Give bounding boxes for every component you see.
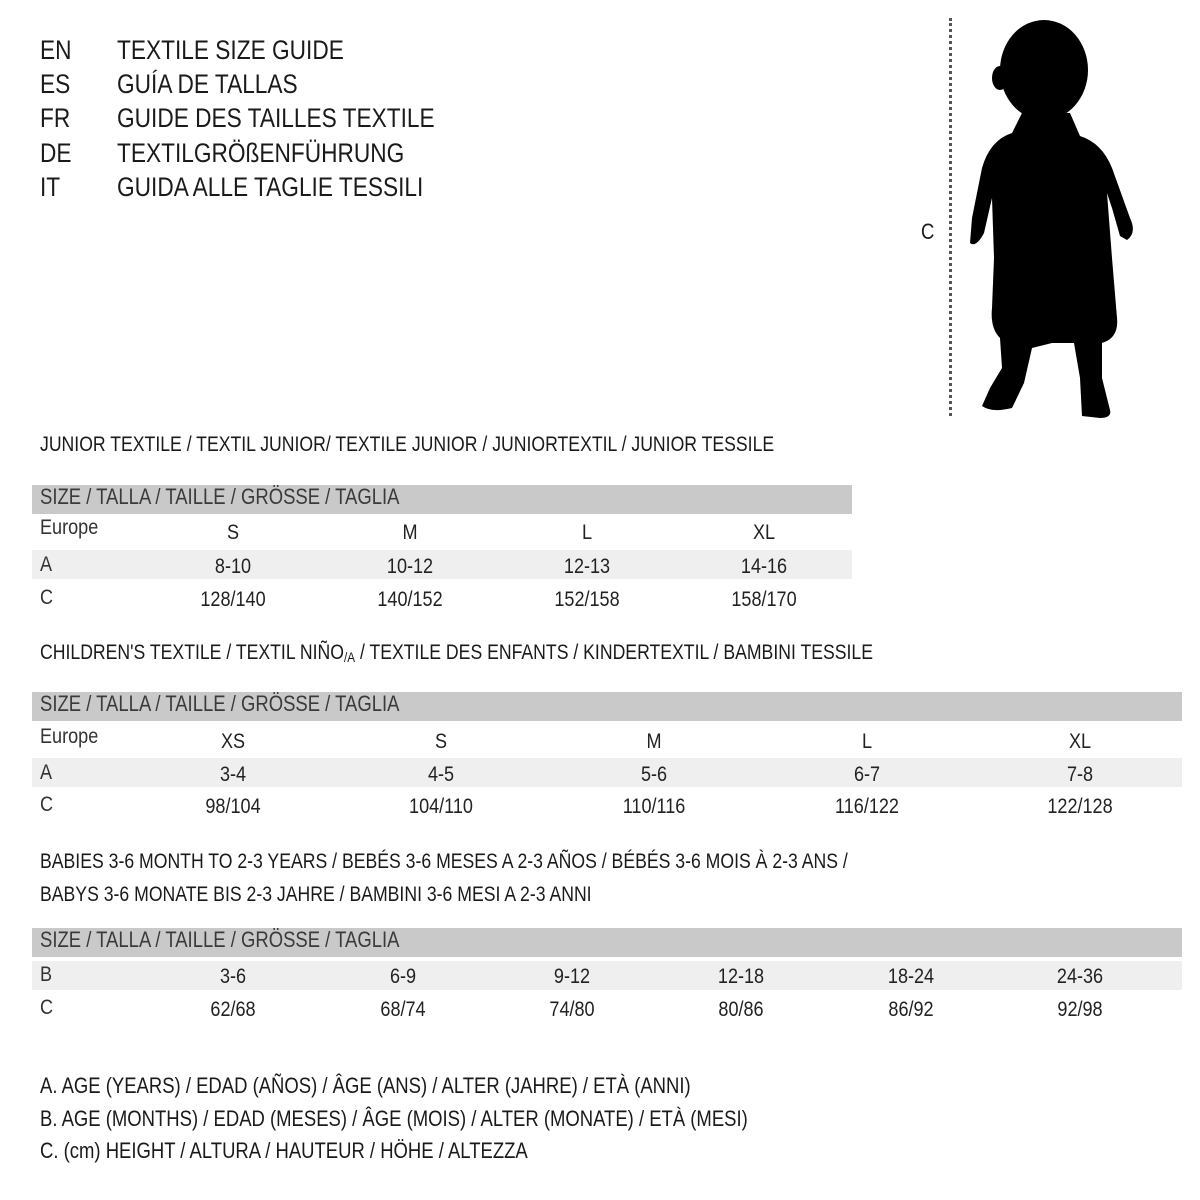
table-cell: S [226, 521, 240, 544]
table-cell: 152/158 [554, 588, 620, 611]
legend-b: B. AGE (MONTHS) / EDAD (MESES) / ÂGE (MO… [40, 1106, 748, 1131]
children-alt-row-band [32, 758, 1182, 787]
table-cell: XS [220, 730, 246, 753]
table-cell: 98/104 [205, 795, 261, 818]
table-cell: 92/98 [1057, 998, 1103, 1021]
row-label: Europe [40, 725, 99, 748]
table-cell: M [646, 730, 662, 753]
table-cell: 62/68 [210, 998, 256, 1021]
lang-title-de: TEXTILGRÖßENFÜHRUNG [117, 138, 405, 168]
row-label: C [40, 586, 54, 609]
row-label: C [40, 996, 54, 1019]
lang-title-en: TEXTILE SIZE GUIDE [117, 35, 344, 65]
table-cell: 122/128 [1047, 795, 1113, 818]
lang-title-fr: GUIDE DES TAILLES TEXTILE [117, 103, 435, 133]
table-cell: 128/140 [200, 588, 266, 611]
children-section-title: CHILDREN'S TEXTILE / TEXTIL NIÑO/A / TEX… [40, 640, 873, 670]
table-cell: 68/74 [380, 998, 426, 1021]
height-measure-label: C [921, 219, 935, 244]
lang-code-it: IT [40, 172, 61, 202]
babies-title-line2: BABYS 3-6 MONATE BIS 2-3 JAHRE / BAMBINI… [40, 883, 592, 906]
babies-title-line1: BABIES 3-6 MONTH TO 2-3 YEARS / BEBÉS 3-… [40, 850, 848, 873]
children-title-sub: /A [343, 649, 356, 665]
table-cell: 7-8 [1066, 763, 1094, 786]
table-cell: L [861, 730, 873, 753]
table-cell: XL [1068, 730, 1092, 753]
table-cell: 14-16 [740, 555, 788, 578]
height-measure-line [949, 18, 952, 416]
lang-code-es: ES [40, 69, 71, 99]
row-label: C [40, 793, 54, 816]
table-cell: 9-12 [553, 965, 591, 988]
table-cell: 10-12 [386, 555, 434, 578]
table-cell: 3-6 [219, 965, 247, 988]
table-cell: XL [752, 521, 776, 544]
row-label: Europe [40, 516, 99, 539]
table-cell: 18-24 [887, 965, 935, 988]
table-cell: 8-10 [214, 555, 252, 578]
children-title-main: CHILDREN'S TEXTILE / TEXTIL NIÑO [40, 641, 344, 664]
junior-header-band [32, 485, 852, 514]
table-cell: 74/80 [549, 998, 595, 1021]
table-cell: 5-6 [640, 763, 668, 786]
lang-code-en: EN [40, 35, 72, 65]
table-cell: 104/110 [409, 795, 473, 818]
children-header-band [32, 692, 1182, 721]
lang-code-fr: FR [40, 103, 71, 133]
legend-a: A. AGE (YEARS) / EDAD (AÑOS) / ÂGE (ANS)… [40, 1073, 691, 1098]
baby-silhouette-icon [970, 20, 1133, 418]
table-cell: S [434, 730, 448, 753]
table-cell: 3-4 [219, 763, 247, 786]
junior-section-title: JUNIOR TEXTILE / TEXTIL JUNIOR/ TEXTILE … [40, 433, 775, 456]
table-cell: M [402, 521, 418, 544]
table-cell: 80/86 [718, 998, 764, 1021]
junior-header-text: SIZE / TALLA / TAILLE / GRÖSSE / TAGLIA [40, 484, 400, 509]
table-cell: 6-9 [389, 965, 417, 988]
row-label: A [40, 553, 53, 576]
table-cell: L [581, 521, 593, 544]
table-cell: 12-18 [717, 965, 765, 988]
table-cell: 24-36 [1056, 965, 1104, 988]
children-header-text: SIZE / TALLA / TAILLE / GRÖSSE / TAGLIA [40, 691, 400, 716]
lang-title-es: GUÍA DE TALLAS [117, 69, 298, 99]
table-cell: 140/152 [377, 588, 443, 611]
table-cell: 12-13 [563, 555, 611, 578]
table-cell: 4-5 [427, 763, 455, 786]
lang-title-it: GUIDA ALLE TAGLIE TESSILI [117, 172, 424, 202]
babies-header-text: SIZE / TALLA / TAILLE / GRÖSSE / TAGLIA [40, 927, 400, 952]
row-label: B [40, 963, 53, 986]
table-cell: 6-7 [853, 763, 881, 786]
table-cell: 116/122 [835, 795, 899, 818]
babies-header-band [32, 928, 1182, 957]
legend-c: C. (cm) HEIGHT / ALTURA / HAUTEUR / HÖHE… [40, 1138, 528, 1163]
row-label: A [40, 761, 53, 784]
table-cell: 110/116 [622, 795, 686, 818]
lang-code-de: DE [40, 138, 72, 168]
junior-alt-row-band [32, 550, 852, 579]
table-cell: 86/92 [888, 998, 934, 1021]
table-cell: 158/170 [731, 588, 797, 611]
children-title-rest: / TEXTILE DES ENFANTS / KINDERTEXTIL / B… [355, 641, 874, 664]
babies-alt-row-band [32, 961, 1182, 990]
